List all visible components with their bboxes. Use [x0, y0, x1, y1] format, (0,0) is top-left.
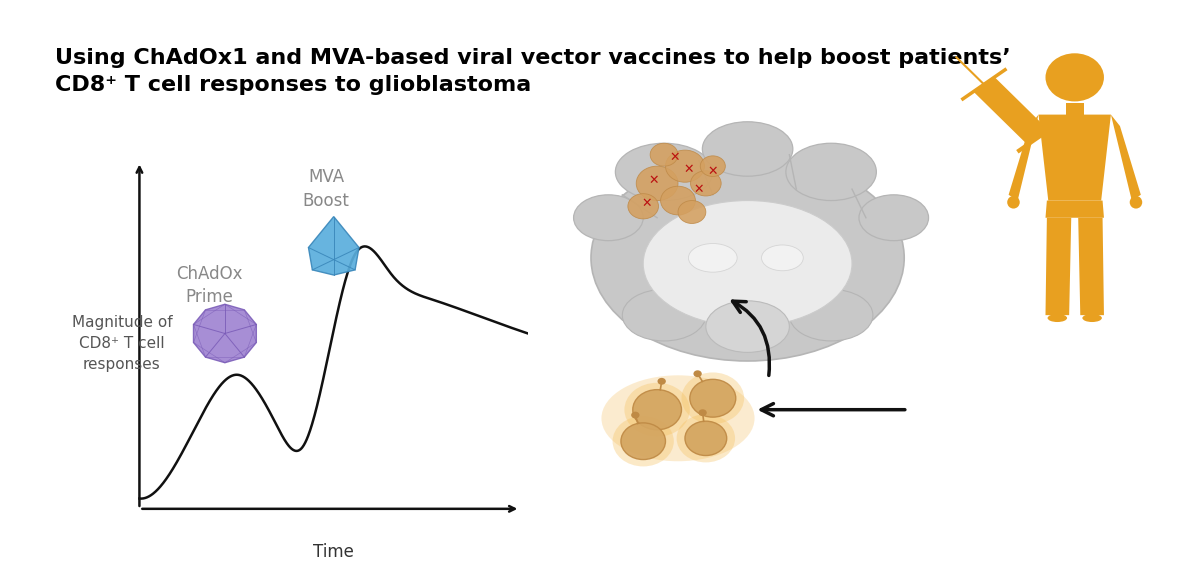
Circle shape — [658, 378, 666, 384]
Ellipse shape — [643, 201, 852, 327]
Text: ✕: ✕ — [648, 174, 659, 187]
Polygon shape — [308, 217, 359, 275]
Polygon shape — [1079, 218, 1104, 315]
Ellipse shape — [1129, 196, 1142, 209]
Polygon shape — [1045, 201, 1104, 218]
Ellipse shape — [592, 155, 905, 361]
Circle shape — [620, 423, 666, 460]
Polygon shape — [193, 304, 257, 363]
Circle shape — [682, 372, 744, 424]
Ellipse shape — [786, 143, 876, 201]
Circle shape — [690, 171, 721, 196]
Ellipse shape — [706, 301, 790, 352]
Circle shape — [636, 166, 678, 201]
Polygon shape — [1045, 218, 1072, 315]
Circle shape — [628, 194, 659, 219]
Circle shape — [624, 383, 690, 437]
Circle shape — [690, 379, 736, 417]
Ellipse shape — [623, 289, 706, 341]
Circle shape — [698, 409, 707, 416]
Circle shape — [650, 143, 678, 166]
Ellipse shape — [1007, 196, 1020, 209]
Ellipse shape — [616, 143, 713, 201]
Text: Time: Time — [313, 543, 354, 561]
Circle shape — [685, 421, 727, 456]
Text: ✕: ✕ — [694, 183, 704, 195]
Ellipse shape — [790, 289, 872, 341]
Text: ✕: ✕ — [683, 163, 694, 175]
Circle shape — [632, 390, 682, 430]
Circle shape — [677, 414, 736, 462]
Circle shape — [701, 156, 725, 176]
Circle shape — [678, 201, 706, 223]
Text: ChAdOx
Prime: ChAdOx Prime — [176, 265, 242, 306]
Polygon shape — [1008, 115, 1038, 201]
Text: ✕: ✕ — [670, 151, 679, 164]
Polygon shape — [1066, 103, 1084, 115]
Polygon shape — [973, 77, 1049, 145]
Text: Using ChAdOx1 and MVA-based viral vector vaccines to help boost patients’
CD8⁺ T: Using ChAdOx1 and MVA-based viral vector… — [55, 48, 1010, 95]
Ellipse shape — [702, 121, 793, 176]
Circle shape — [666, 150, 704, 182]
Polygon shape — [1111, 115, 1141, 201]
Circle shape — [1045, 53, 1104, 101]
Ellipse shape — [1082, 314, 1102, 322]
Text: MVA
Boost: MVA Boost — [302, 168, 349, 210]
Circle shape — [612, 416, 674, 466]
Circle shape — [694, 370, 702, 377]
Ellipse shape — [574, 195, 643, 241]
Circle shape — [661, 186, 696, 215]
Text: ✕: ✕ — [642, 197, 652, 210]
Text: ✕: ✕ — [708, 166, 718, 178]
Ellipse shape — [859, 195, 929, 241]
Text: Magnitude of
CD8⁺ T cell
responses: Magnitude of CD8⁺ T cell responses — [72, 315, 173, 372]
Ellipse shape — [601, 375, 755, 461]
Ellipse shape — [689, 244, 737, 272]
Ellipse shape — [1048, 314, 1067, 322]
Circle shape — [631, 411, 640, 418]
Ellipse shape — [762, 245, 803, 270]
Polygon shape — [1038, 115, 1111, 201]
